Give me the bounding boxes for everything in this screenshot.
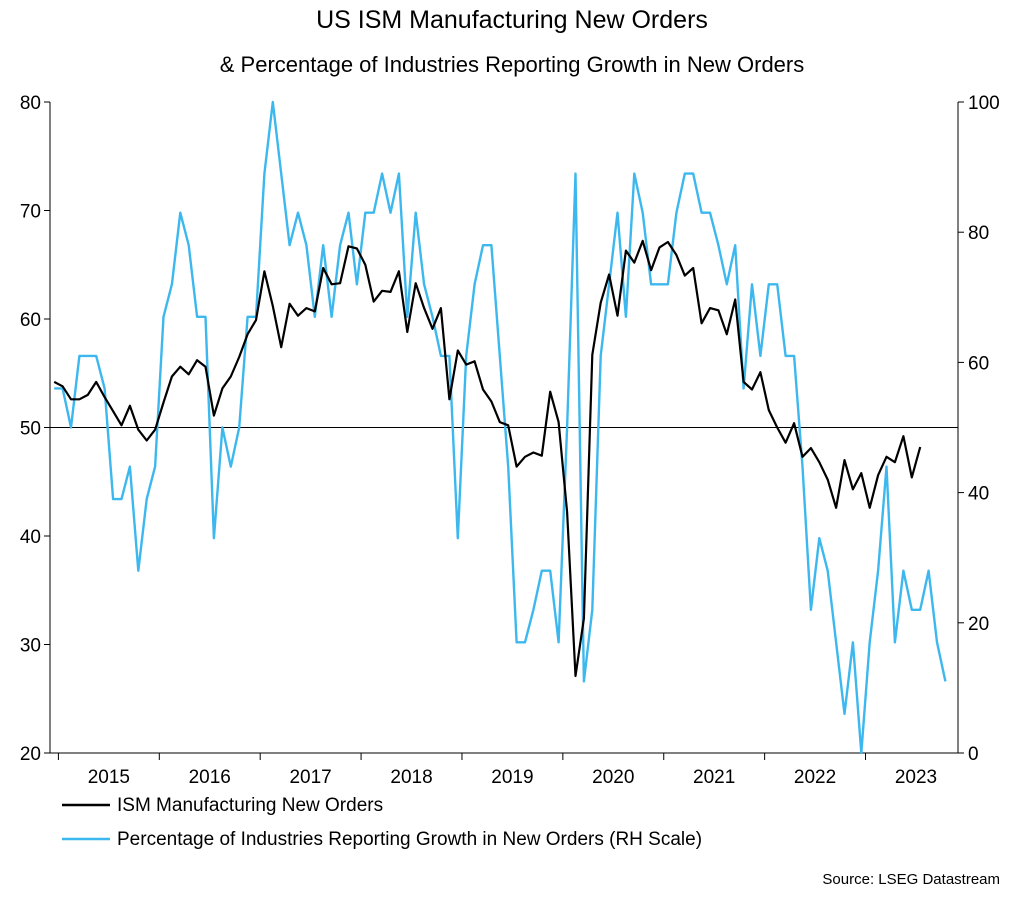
legend: ISM Manufacturing New Orders Percentage o… [62, 795, 702, 850]
x-tick-label: 2023 [895, 767, 937, 788]
legend-label-2: Percentage of Industries Reporting Growt… [117, 829, 702, 850]
x-tick-label: 2022 [794, 767, 836, 788]
x-tick-label: 2020 [592, 767, 634, 788]
left-tick-label: 70 [20, 202, 41, 223]
chart-subtitle: & Percentage of Industries Reporting Gro… [220, 52, 805, 77]
legend-label-1: ISM Manufacturing New Orders [117, 795, 383, 816]
axes [44, 101, 964, 760]
right-tick-label: 20 [968, 614, 989, 635]
left-tick-label: 50 [20, 419, 41, 440]
left-tick-label: 20 [20, 744, 41, 765]
chart-title: US ISM Manufacturing New Orders [316, 6, 708, 34]
x-tick-label: 2015 [88, 767, 130, 788]
series-line-2 [54, 100, 947, 755]
left-tick-label: 40 [20, 527, 41, 548]
source-note: Source: LSEG Datastream [822, 871, 1000, 888]
right-tick-label: 40 [968, 484, 989, 505]
right-tick-label: 0 [968, 744, 979, 765]
right-tick-label: 60 [968, 353, 989, 374]
right-tick-label: 80 [968, 223, 989, 244]
right-tick-label: 100 [968, 93, 1000, 114]
x-tick-label: 2018 [390, 767, 432, 788]
x-tick-label: 2016 [189, 767, 231, 788]
left-tick-label: 60 [20, 310, 41, 331]
series-lines [53, 100, 947, 755]
x-tick-label: 2021 [693, 767, 735, 788]
left-tick-label: 30 [20, 636, 41, 657]
x-tick-label: 2017 [289, 767, 331, 788]
left-tick-label: 80 [20, 93, 41, 114]
series-line-1 [53, 239, 922, 678]
x-tick-label: 2019 [491, 767, 533, 788]
tick-labels: 20 30 40 50 60 70 80 0 20 40 60 80 100 2015 2016 2017 20… [20, 93, 1000, 788]
